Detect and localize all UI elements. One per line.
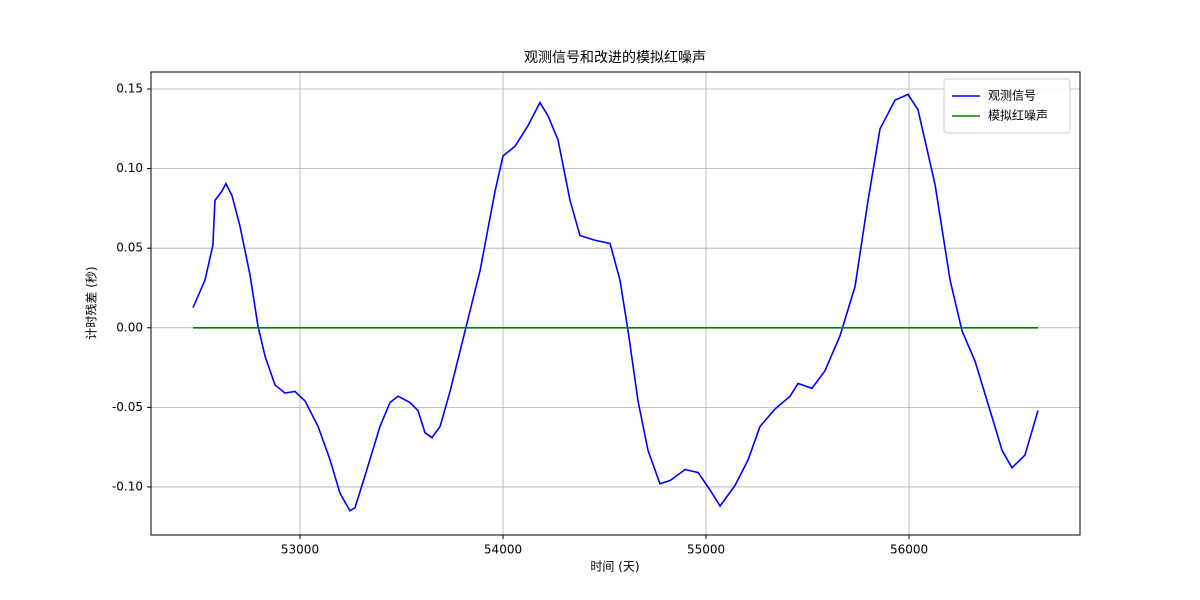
y-tick-label: 0.10	[116, 161, 143, 175]
y-tick-label: 0.00	[116, 320, 143, 334]
legend-box	[943, 78, 1071, 134]
x-tick-label: 55000	[687, 543, 725, 557]
axes-frame	[150, 71, 1081, 536]
series-line	[192, 93, 1039, 512]
x-tick-label: 53000	[281, 543, 319, 557]
plot-lines	[192, 93, 1039, 512]
y-axis-label: 计时残差 (秒)	[85, 266, 99, 339]
x-tick-label: 56000	[890, 543, 928, 557]
y-tick-label: 0.05	[116, 241, 143, 255]
x-tick-label: 54000	[484, 543, 522, 557]
y-tick-label: 0.15	[116, 82, 143, 96]
chart-title: 观测信号和改进的模拟红噪声	[524, 50, 706, 66]
x-axis-label: 时间 (天)	[590, 560, 639, 574]
legend-label: 模拟红噪声	[988, 108, 1048, 123]
legend-label: 观测信号	[988, 89, 1036, 103]
y-tick-label: -0.10	[112, 479, 143, 493]
y-tick-label: -0.05	[112, 400, 143, 414]
